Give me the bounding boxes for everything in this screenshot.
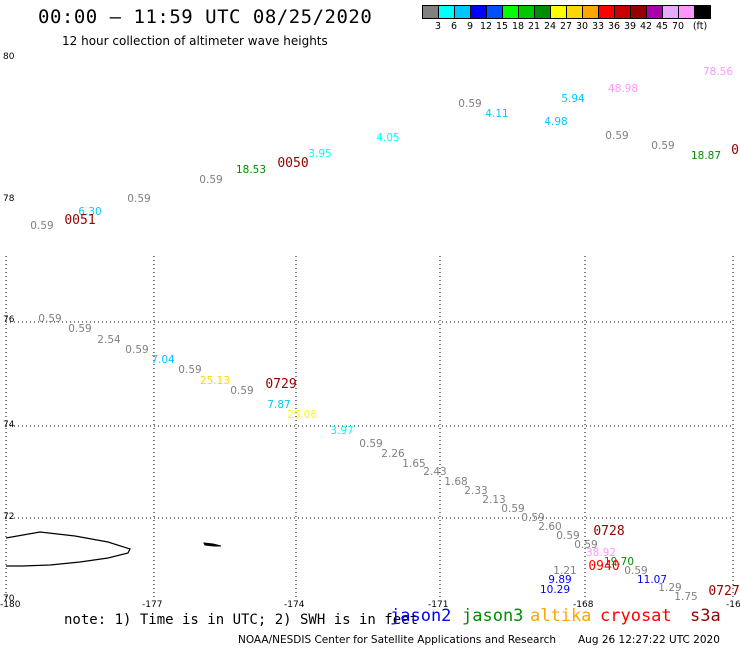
wave-height-value: 0.59	[199, 174, 223, 186]
generation-timestamp: Aug 26 12:27:22 UTC 2020	[578, 634, 720, 646]
wave-height-value: 2.33	[464, 485, 488, 497]
latitude-tick-label: 74	[3, 420, 15, 430]
wave-height-value: 2.26	[381, 448, 405, 460]
wave-height-value: 25.06	[286, 409, 318, 421]
wave-height-value: 0.59	[521, 512, 545, 524]
color-scale-label: 12	[479, 21, 493, 32]
color-scale-label: 30	[575, 21, 589, 32]
pass-time-label: 0729	[265, 377, 297, 392]
latitude-tick-label: 76	[3, 315, 15, 325]
wave-height-value: 0.59	[501, 503, 525, 515]
wave-height-value: 0.59	[125, 344, 149, 356]
longitude-tick-label: -171	[428, 600, 449, 610]
wave-height-value: 0.59	[359, 438, 383, 450]
coastline-island	[5, 531, 131, 567]
color-scale-label: (ft)	[692, 21, 708, 32]
page-subtitle: 12 hour collection of altimeter wave hei…	[62, 34, 328, 48]
legend-entry-jason2: jason2	[390, 606, 452, 626]
coastline-islet	[203, 542, 222, 547]
wave-height-value: 3.95	[308, 148, 332, 160]
wave-height-value: 19.70	[603, 556, 635, 568]
pass-time-label: 0940	[588, 559, 620, 574]
wave-height-value: 0.59	[127, 193, 151, 205]
latitude-tick-label: 80	[3, 52, 15, 62]
longitude-tick-label: -174	[284, 600, 305, 610]
wave-height-value: 0.59	[651, 140, 675, 152]
wave-height-value: 0.59	[68, 323, 92, 335]
wave-height-value: 3.97	[330, 425, 354, 437]
color-scale-bar	[422, 5, 711, 19]
legend-entry-cryosat: cryosat	[600, 606, 672, 626]
wave-height-value: 1.75	[674, 591, 698, 603]
wave-height-value: 4.98	[544, 116, 568, 128]
color-scale-label: 24	[543, 21, 557, 32]
wave-height-value: 1.21	[553, 565, 577, 577]
wave-height-value: 1.65	[402, 458, 426, 470]
longitude-tick-label: -177	[142, 600, 163, 610]
legend-entry-jason3: jason3	[462, 606, 524, 626]
legend-entry-s3a: s3a	[690, 606, 721, 626]
latitude-tick-label: 72	[3, 512, 15, 522]
longitude-tick-label: -168	[573, 600, 594, 610]
color-scale-label: 70	[671, 21, 685, 32]
wave-height-value: 0.59	[605, 130, 629, 142]
color-scale-cell	[694, 5, 711, 19]
wave-height-value: 0.59	[556, 530, 580, 542]
wave-height-value: 18.53	[235, 164, 267, 176]
wave-height-value: 0.59	[38, 313, 62, 325]
color-scale-label: 39	[623, 21, 637, 32]
longitude-tick-label: -180	[0, 600, 21, 610]
color-scale-label: 15	[495, 21, 509, 32]
color-scale-label: 27	[559, 21, 573, 32]
color-scale-label: 45	[655, 21, 669, 32]
page-title: 00:00 – 11:59 UTC 08/25/2020	[38, 6, 373, 28]
longitude-tick-label: -16	[726, 600, 740, 610]
wave-height-value: 78.56	[702, 66, 734, 78]
legend-entry-altika: altika	[530, 606, 592, 626]
color-scale-label: 18	[511, 21, 525, 32]
wave-height-value: 38.92	[585, 547, 617, 559]
wave-height-value: 0.59	[230, 385, 254, 397]
wave-height-value: 4.11	[485, 108, 509, 120]
wave-height-value: 10.29	[539, 584, 571, 596]
wave-height-value: 1.68	[444, 476, 468, 488]
wave-height-value: 48.98	[607, 83, 639, 95]
latitude-tick-label: 78	[3, 194, 15, 204]
latitude-tick-label: 70	[3, 594, 15, 604]
wave-height-value: 1.29	[658, 582, 682, 594]
wave-height-value: 0.59	[30, 220, 54, 232]
wave-height-value: 7.87	[267, 399, 291, 411]
color-scale-label: 6	[450, 21, 458, 32]
color-scale-label: 9	[466, 21, 474, 32]
wave-height-value: 0.59	[458, 98, 482, 110]
wave-height-value: 2.43	[423, 466, 447, 478]
wave-height-value: 7.04	[151, 354, 175, 366]
wave-height-value: 0.59	[178, 364, 202, 376]
pass-time-label: 0727	[708, 584, 740, 599]
wave-height-value: 2.60	[538, 521, 562, 533]
wave-height-value: 0.59	[574, 539, 598, 551]
wave-height-value: 25.13	[199, 375, 231, 387]
wave-height-value: 2.54	[97, 334, 121, 346]
color-scale-label: 42	[639, 21, 653, 32]
color-scale-label: 3	[434, 21, 442, 32]
wave-height-value: 4.05	[376, 132, 400, 144]
wave-height-value: 5.94	[561, 93, 585, 105]
note-text: note: 1) Time is in UTC; 2) SWH is in fe…	[64, 612, 419, 628]
wave-height-value: 9.89	[548, 574, 572, 586]
wave-height-value: 6.30	[78, 206, 102, 218]
color-scale-label: 33	[591, 21, 605, 32]
wave-height-value: 11.07	[636, 574, 668, 586]
pass-time-label: 0051	[64, 213, 96, 228]
color-scale-label: 21	[527, 21, 541, 32]
wave-height-value: 0.59	[624, 565, 648, 577]
pass-time-label: 0050	[277, 156, 309, 171]
pass-time-label: 0	[731, 143, 739, 158]
color-scale-label: 36	[607, 21, 621, 32]
pass-time-label: 0728	[593, 524, 625, 539]
wave-height-value: 18.87	[690, 150, 722, 162]
wave-height-value: 2.13	[482, 494, 506, 506]
footer-credit: NOAA/NESDIS Center for Satellite Applica…	[238, 634, 556, 646]
